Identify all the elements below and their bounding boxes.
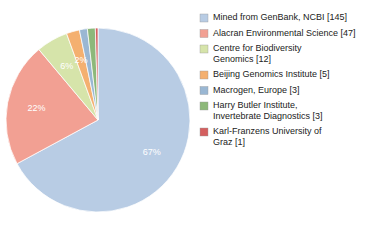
pie <box>6 28 190 212</box>
legend-label: Alacran Environmental Science [47] <box>213 28 356 38</box>
legend-swatch <box>200 30 208 38</box>
legend-label: Mined from GenBank, NCBI [145] <box>213 12 347 22</box>
legend: Mined from GenBank, NCBI [145] Alacran En… <box>200 12 356 147</box>
legend-item: Mined from GenBank, NCBI [145] <box>200 12 347 22</box>
legend-swatch <box>200 102 208 110</box>
data-label: 6% <box>60 61 73 71</box>
legend-item: Harry Butler Institute,Invertebrate Diag… <box>200 100 323 120</box>
chart-svg: 67% 22% 6%2% Mined from GenBank, NCBI [145]… <box>0 0 380 240</box>
legend-label-line: Harry Butler Institute, <box>213 100 298 110</box>
legend-label-line: Macrogen, Europe [3] <box>213 85 300 95</box>
data-label: 22% <box>28 103 46 113</box>
legend-item: Centre for BiodiversityGenomics [12] <box>200 43 302 64</box>
legend-label: Harry Butler Institute,Invertebrate Diag… <box>213 100 323 120</box>
legend-swatch <box>200 14 208 22</box>
legend-label-line: Centre for Biodiversity <box>213 43 302 53</box>
legend-swatch <box>200 45 208 53</box>
data-label: 2% <box>74 55 87 65</box>
pie-slice <box>87 28 98 120</box>
pie-slice <box>79 29 98 120</box>
legend-label-line: Graz [1] <box>213 137 245 147</box>
legend-label: Macrogen, Europe [3] <box>213 85 300 95</box>
legend-label: Centre for BiodiversityGenomics [12] <box>213 43 302 64</box>
legend-label-line: Alacran Environmental Science [47] <box>213 28 356 38</box>
legend-swatch <box>200 71 208 79</box>
chart-container: 67% 22% 6%2% Mined from GenBank, NCBI [145]… <box>0 0 380 240</box>
legend-item: Alacran Environmental Science [47] <box>200 28 356 38</box>
legend-label-line: Mined from GenBank, NCBI [145] <box>213 12 347 22</box>
legend-swatch <box>200 128 208 136</box>
legend-label: Beijing Genomics Institute [5] <box>213 69 330 79</box>
legend-label: Karl-Franzens University ofGraz [1] <box>213 126 322 146</box>
legend-label-line: Genomics [12] <box>213 54 271 64</box>
legend-item: Macrogen, Europe [3] <box>200 85 300 95</box>
data-labels: 67% 22% 6%2% <box>28 55 161 157</box>
legend-label-line: Beijing Genomics Institute [5] <box>213 69 330 79</box>
legend-label-line: Karl-Franzens University of <box>213 126 322 136</box>
legend-item: Karl-Franzens University ofGraz [1] <box>200 126 322 146</box>
legend-swatch <box>200 87 208 95</box>
legend-item: Beijing Genomics Institute [5] <box>200 69 330 79</box>
data-label: 67% <box>143 147 161 157</box>
legend-label-line: Invertebrate Diagnostics [3] <box>213 111 323 121</box>
pie-slice <box>95 28 98 120</box>
